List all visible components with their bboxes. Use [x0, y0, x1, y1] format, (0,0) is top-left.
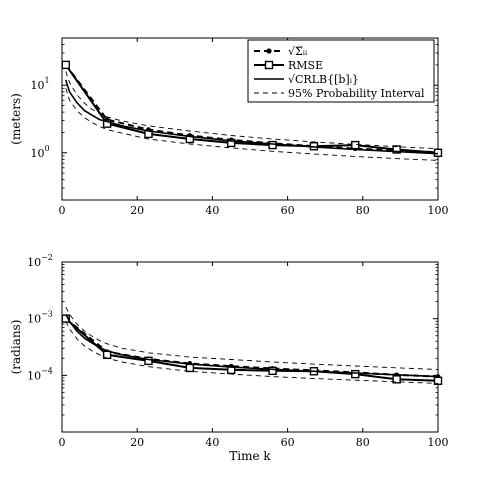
- series-line: [65, 321, 438, 384]
- x-tick-label: 20: [130, 204, 144, 217]
- legend-label: √Σ̅ᵢᵢ: [288, 45, 308, 58]
- data-point: [226, 138, 236, 148]
- x-tick-label: 20: [130, 436, 144, 449]
- x-tick-label: 80: [356, 436, 370, 449]
- x-tick-label: 100: [428, 204, 449, 217]
- x-tick-label: 60: [281, 436, 295, 449]
- data-point: [102, 119, 112, 128]
- legend-marker: [266, 48, 272, 54]
- data-point: [392, 375, 401, 384]
- x-tick-label: 60: [281, 204, 295, 217]
- data-point: [268, 140, 277, 150]
- y-tick-label: 10−4: [27, 366, 53, 382]
- axes-frame: [61, 37, 439, 201]
- data-point: [185, 134, 195, 144]
- data-point: [351, 369, 360, 379]
- series-line: [65, 71, 438, 150]
- legend-label: 95% Probability Interval: [288, 87, 425, 100]
- data-point: [268, 366, 277, 376]
- series-line: [65, 317, 438, 382]
- series-line: [65, 64, 438, 154]
- data-point: [144, 356, 153, 366]
- legend-label: RMSE: [288, 59, 323, 72]
- bottom-chart: 0 20 40 60 80 100 10−4 10−3 10−2 (radians) Time k: [9, 253, 449, 463]
- y-tick-label: 101: [30, 76, 49, 92]
- data-point: [185, 363, 195, 373]
- data-point: [351, 140, 360, 150]
- data-point: [392, 145, 401, 154]
- y-tick-label: 10−3: [27, 310, 53, 326]
- axes-frame: [61, 261, 439, 433]
- x-tick-label: 80: [356, 204, 370, 217]
- top-chart: 0 20 40 60 80 100 100 101 (meters): [9, 37, 449, 217]
- x-tick-label: 100: [428, 436, 449, 449]
- data-point: [433, 376, 443, 386]
- x-axis-label: Time k: [229, 449, 271, 463]
- legend-label: √CRLB{[b]ᵢ}: [288, 73, 359, 86]
- x-tick-label: 0: [59, 204, 66, 217]
- y-axis-label: (meters): [9, 93, 23, 145]
- x-tick-label: 0: [59, 436, 66, 449]
- series-line: [64, 64, 438, 154]
- y-tick-label: 100: [30, 144, 49, 160]
- series-line: [65, 88, 438, 161]
- legend-marker: [264, 60, 274, 70]
- series-line: [65, 313, 438, 378]
- data-point: [61, 60, 70, 70]
- series-line: [65, 306, 438, 370]
- x-tick-label: 40: [205, 204, 219, 217]
- y-tick-label: 10−2: [27, 253, 53, 269]
- series-line: [65, 79, 438, 155]
- x-tick-label: 40: [205, 436, 219, 449]
- y-axis-label: (radians): [9, 320, 23, 375]
